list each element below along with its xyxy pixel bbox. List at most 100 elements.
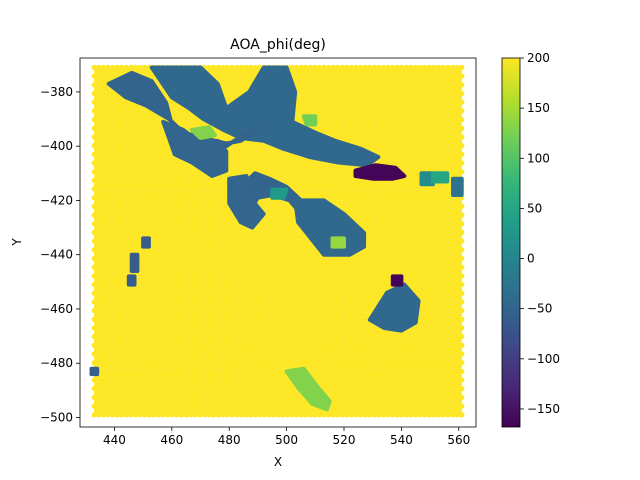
scatter-point	[155, 342, 162, 348]
scatter-point	[273, 364, 279, 370]
scatter-point	[146, 299, 153, 305]
scatter-point	[394, 394, 401, 401]
scatter-point	[279, 325, 286, 331]
scatter-point	[266, 273, 272, 279]
scatter-point	[397, 347, 403, 353]
scatter-point	[103, 303, 109, 309]
scatter-point	[213, 260, 219, 266]
scatter-point	[91, 394, 98, 401]
scatter-point	[307, 351, 313, 357]
scatter-point	[454, 394, 460, 401]
scatter-point	[316, 412, 322, 418]
scatter-point	[312, 316, 318, 322]
scatter-point	[392, 216, 398, 223]
scatter-point	[422, 255, 428, 262]
scatter-point	[215, 238, 221, 244]
scatter-point	[374, 364, 380, 370]
scatter-point	[137, 342, 143, 348]
scatter-point	[114, 273, 121, 279]
scatter-point	[351, 373, 357, 379]
scatter-point	[406, 381, 412, 388]
scatter-point	[135, 312, 141, 318]
scatter-point	[341, 373, 348, 379]
scatter-point	[300, 399, 306, 405]
scatter-point	[93, 199, 100, 205]
scatter-point	[172, 390, 178, 396]
scatter-point	[123, 255, 130, 262]
scatter-point	[142, 342, 148, 348]
scatter-point	[300, 303, 306, 309]
scatter-point	[142, 403, 148, 409]
scatter-point	[307, 247, 313, 253]
scatter-point	[93, 381, 100, 388]
scatter-point	[105, 325, 111, 331]
scatter-point	[146, 360, 153, 366]
scatter-point	[401, 216, 407, 223]
scatter-point	[270, 264, 277, 270]
scatter-point	[220, 342, 226, 348]
scatter-point	[119, 281, 125, 288]
scatter-point	[298, 299, 304, 305]
scatter-point	[341, 329, 348, 335]
scatter-point	[247, 307, 254, 314]
scatter-point	[415, 329, 421, 335]
scatter-point	[178, 316, 185, 322]
scatter-point	[378, 268, 384, 275]
scatter-point	[376, 333, 382, 340]
scatter-point	[217, 286, 224, 292]
scatter-point	[413, 203, 419, 210]
scatter-point	[440, 403, 446, 409]
scatter-point	[151, 203, 157, 210]
scatter-point	[442, 286, 449, 292]
scatter-point	[162, 381, 169, 388]
scatter-point	[454, 247, 460, 253]
scatter-point	[348, 255, 355, 262]
scatter-point	[383, 251, 389, 257]
scatter-point	[192, 299, 199, 305]
scatter-point	[96, 377, 102, 383]
scatter-point	[144, 329, 150, 335]
scatter-point	[341, 364, 348, 370]
scatter-point	[153, 286, 159, 292]
scatter-point	[110, 195, 116, 201]
scatter-point	[142, 316, 148, 322]
scatter-point	[112, 373, 118, 379]
scatter-point	[341, 338, 348, 344]
scatter-point	[459, 377, 465, 383]
scatter-point	[183, 394, 189, 401]
scatter-point	[165, 377, 171, 383]
scatter-point	[98, 355, 104, 362]
scatter-point	[291, 355, 297, 362]
scatter-point	[413, 229, 419, 236]
scatter-point	[259, 260, 265, 266]
scatter-point	[126, 320, 132, 327]
scatter-point	[289, 255, 295, 262]
scatter-point	[353, 195, 359, 201]
scatter-point	[252, 290, 258, 296]
scatter-point	[440, 212, 446, 218]
scatter-point	[415, 373, 421, 379]
scatter-point	[284, 299, 290, 305]
scatter-point	[341, 407, 348, 414]
scatter-point	[155, 394, 162, 401]
scatter-point	[325, 290, 332, 296]
scatter-point	[449, 394, 456, 401]
scatter-point	[369, 399, 375, 405]
scatter-point	[199, 399, 205, 405]
scatter-point	[110, 403, 116, 409]
scatter-point	[401, 268, 407, 275]
scatter-point	[399, 333, 405, 340]
scatter-point	[188, 255, 194, 262]
scatter-point	[185, 277, 192, 283]
scatter-point	[330, 386, 336, 392]
scatter-point	[151, 377, 157, 383]
scatter-point	[119, 325, 125, 331]
scatter-point	[364, 208, 371, 214]
scatter-point	[247, 247, 254, 253]
scatter-point	[227, 407, 233, 414]
scatter-point	[167, 199, 173, 205]
scatter-point	[224, 221, 231, 227]
scatter-point	[321, 412, 327, 418]
scatter-point	[243, 377, 249, 383]
scatter-point	[410, 355, 417, 362]
